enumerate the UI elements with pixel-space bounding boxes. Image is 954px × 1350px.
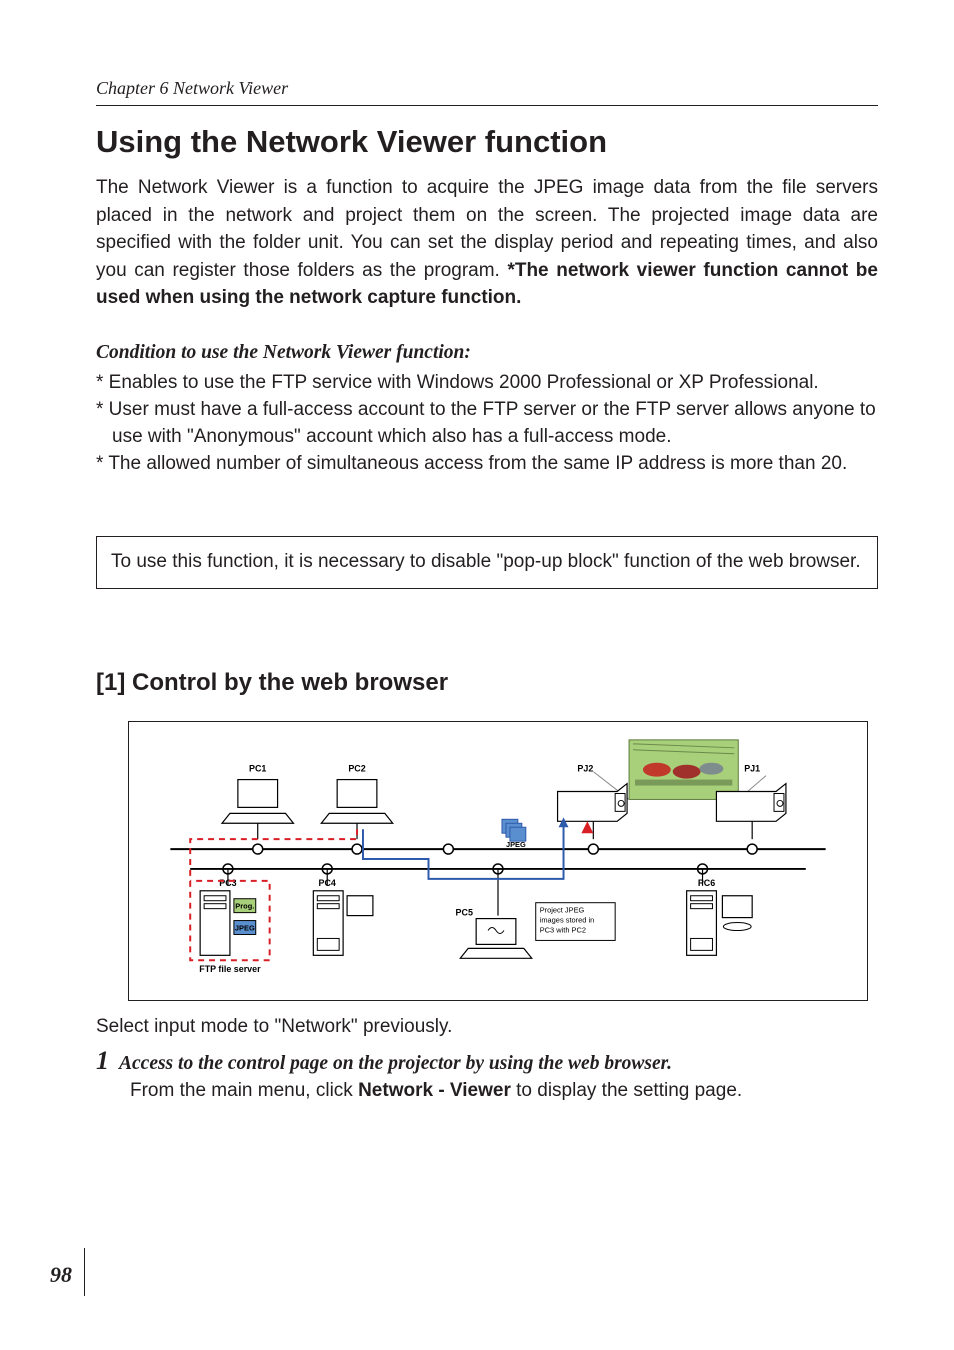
note-box: Project JPEG images stored in PC3 with P… — [536, 902, 615, 940]
pc6-tower — [687, 890, 753, 955]
diagram-caption: Select input mode to "Network" previousl… — [96, 1016, 878, 1038]
label-pc5: PC5 — [456, 907, 473, 917]
label-jpeg-mid: JPEG — [506, 840, 526, 849]
diagram-container: PJ2 PJ1 PC1 PC2 — [128, 721, 868, 1006]
step-1: 1 Access to the control page on the proj… — [96, 1046, 878, 1076]
condition-item: * Enables to use the FTP service with Wi… — [96, 370, 878, 397]
pc4-tower — [313, 890, 373, 955]
step-title: Access to the control page on the projec… — [119, 1053, 672, 1075]
page-number: 98 — [50, 1262, 72, 1288]
page: Chapter 6 Network Viewer Using the Netwo… — [0, 0, 954, 1350]
page-number-rule — [84, 1248, 85, 1296]
svg-text:PC3 with PC2: PC3 with PC2 — [540, 925, 586, 934]
condition-item: * The allowed number of simultaneous acc… — [96, 451, 878, 478]
step-body-pre: From the main menu, click — [130, 1080, 358, 1101]
running-header: Chapter 6 Network Viewer — [96, 78, 878, 106]
label-pc1: PC1 — [249, 763, 266, 773]
projector-pj1 — [716, 783, 786, 839]
network-diagram: PJ2 PJ1 PC1 PC2 — [128, 721, 868, 1001]
svg-text:images stored in: images stored in — [540, 915, 595, 924]
label-pc6: PC6 — [698, 877, 715, 887]
laptop-pc1 — [222, 779, 293, 839]
svg-text:Project JPEG: Project JPEG — [540, 905, 585, 914]
svg-text:JPEG: JPEG — [235, 923, 255, 932]
pc3-tower: Prog. JPEG — [200, 890, 256, 955]
projector-pj2 — [558, 783, 628, 839]
condition-list: * Enables to use the FTP service with Wi… — [96, 370, 878, 478]
svg-text:Prog.: Prog. — [235, 901, 254, 910]
label-pc3: PC3 — [219, 877, 236, 887]
condition-item: * User must have a full-access account t… — [96, 397, 878, 451]
page-title: Using the Network Viewer function — [96, 124, 878, 160]
red-arrowhead — [581, 821, 593, 833]
notice-box: To use this function, it is necessary to… — [96, 536, 878, 589]
label-ftp: FTP file server — [199, 964, 261, 974]
blue-path — [363, 821, 564, 879]
label-pc4: PC4 — [319, 877, 336, 887]
step-body: From the main menu, click Network - View… — [130, 1080, 878, 1102]
condition-title: Condition to use the Network Viewer func… — [96, 342, 878, 364]
label-pc2: PC2 — [348, 763, 365, 773]
step-body-post: to display the setting page. — [511, 1080, 742, 1101]
label-pj2: PJ2 — [577, 763, 593, 773]
pc5-laptop — [460, 918, 531, 958]
intro-paragraph: The Network Viewer is a function to acqu… — [96, 174, 878, 312]
step-body-bold: Network - Viewer — [358, 1080, 511, 1101]
label-pj1: PJ1 — [744, 763, 760, 773]
section-title: [1] Control by the web browser — [96, 669, 878, 697]
step-number: 1 — [96, 1046, 109, 1076]
jpeg-icon — [502, 819, 526, 841]
